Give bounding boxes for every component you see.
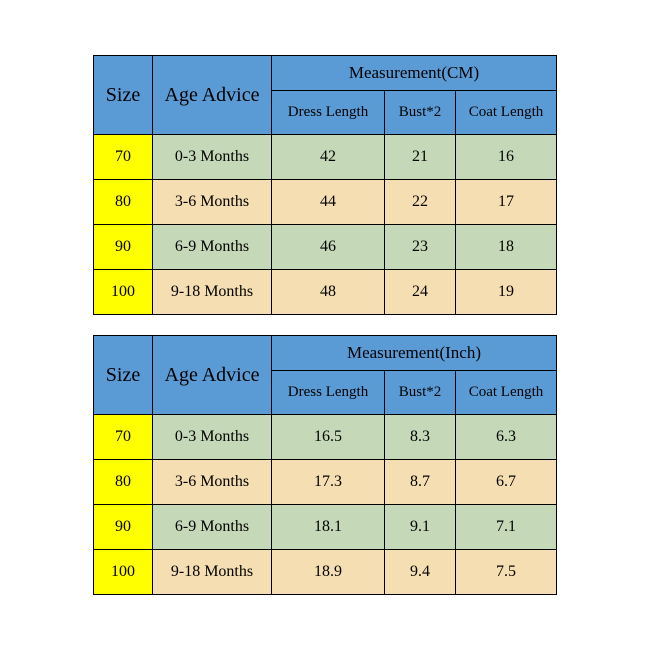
dress-cell: 18.9: [272, 550, 385, 595]
header-coat-length: Coat Length: [456, 371, 557, 415]
coat-cell: 18: [456, 225, 557, 270]
header-age: Age Advice: [153, 56, 272, 135]
size-cell: 80: [94, 460, 153, 505]
age-cell: 0-3 Months: [153, 415, 272, 460]
table-row: 70 0-3 Months 16.5 8.3 6.3: [94, 415, 557, 460]
header-measurement: Measurement(Inch): [272, 336, 557, 371]
dress-cell: 16.5: [272, 415, 385, 460]
dress-cell: 46: [272, 225, 385, 270]
size-cell: 100: [94, 550, 153, 595]
size-table-inch: Size Age Advice Measurement(Inch) Dress …: [93, 335, 557, 595]
coat-cell: 6.7: [456, 460, 557, 505]
bust-cell: 22: [385, 180, 456, 225]
table-row: 90 6-9 Months 46 23 18: [94, 225, 557, 270]
bust-cell: 21: [385, 135, 456, 180]
size-cell: 90: [94, 505, 153, 550]
bust-cell: 9.1: [385, 505, 456, 550]
bust-cell: 24: [385, 270, 456, 315]
dress-cell: 18.1: [272, 505, 385, 550]
size-cell: 80: [94, 180, 153, 225]
bust-cell: 8.3: [385, 415, 456, 460]
header-size: Size: [94, 336, 153, 415]
table-row: 80 3-6 Months 44 22 17: [94, 180, 557, 225]
coat-cell: 7.5: [456, 550, 557, 595]
coat-cell: 7.1: [456, 505, 557, 550]
header-bust: Bust*2: [385, 91, 456, 135]
age-cell: 3-6 Months: [153, 180, 272, 225]
dress-cell: 42: [272, 135, 385, 180]
header-measurement: Measurement(CM): [272, 56, 557, 91]
header-dress-length: Dress Length: [272, 371, 385, 415]
age-cell: 6-9 Months: [153, 505, 272, 550]
header-coat-length: Coat Length: [456, 91, 557, 135]
table-row: 100 9-18 Months 18.9 9.4 7.5: [94, 550, 557, 595]
age-cell: 9-18 Months: [153, 270, 272, 315]
table-row: 70 0-3 Months 42 21 16: [94, 135, 557, 180]
bust-cell: 23: [385, 225, 456, 270]
dress-cell: 48: [272, 270, 385, 315]
dress-cell: 17.3: [272, 460, 385, 505]
bust-cell: 8.7: [385, 460, 456, 505]
table-row: 80 3-6 Months 17.3 8.7 6.7: [94, 460, 557, 505]
size-cell: 70: [94, 415, 153, 460]
coat-cell: 19: [456, 270, 557, 315]
header-age: Age Advice: [153, 336, 272, 415]
age-cell: 3-6 Months: [153, 460, 272, 505]
header-bust: Bust*2: [385, 371, 456, 415]
size-cell: 70: [94, 135, 153, 180]
coat-cell: 6.3: [456, 415, 557, 460]
age-cell: 0-3 Months: [153, 135, 272, 180]
table-row: 100 9-18 Months 48 24 19: [94, 270, 557, 315]
header-size: Size: [94, 56, 153, 135]
dress-cell: 44: [272, 180, 385, 225]
size-table-cm: Size Age Advice Measurement(CM) Dress Le…: [93, 55, 557, 315]
coat-cell: 17: [456, 180, 557, 225]
header-dress-length: Dress Length: [272, 91, 385, 135]
age-cell: 9-18 Months: [153, 550, 272, 595]
bust-cell: 9.4: [385, 550, 456, 595]
coat-cell: 16: [456, 135, 557, 180]
size-cell: 100: [94, 270, 153, 315]
table-row: 90 6-9 Months 18.1 9.1 7.1: [94, 505, 557, 550]
size-cell: 90: [94, 225, 153, 270]
age-cell: 6-9 Months: [153, 225, 272, 270]
